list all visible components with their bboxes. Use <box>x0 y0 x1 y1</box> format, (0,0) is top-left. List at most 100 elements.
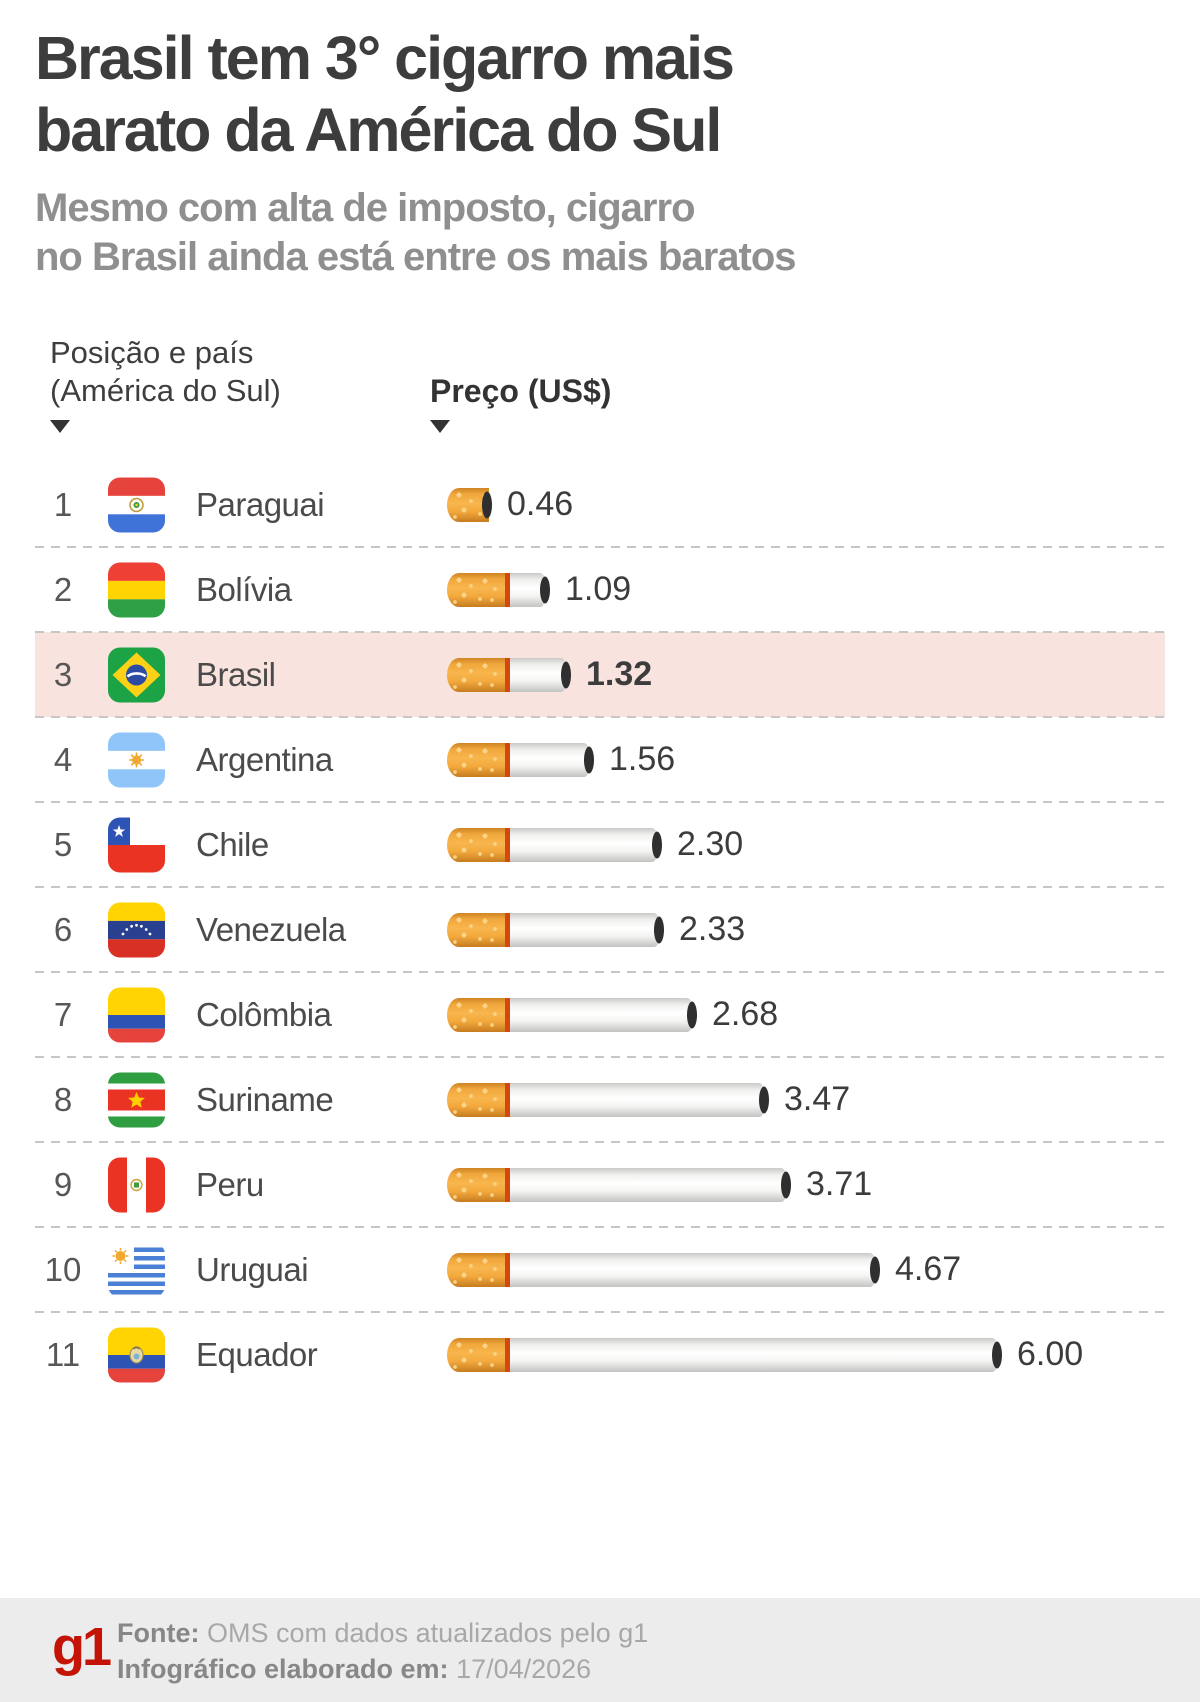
page-subtitle-line1: Mesmo com alta de imposto, cigarro <box>35 186 695 230</box>
source-line: Fonte: OMS com dados atualizados pelo g1 <box>117 1615 648 1651</box>
page-subtitle-line2: no Brasil ainda está entre os mais barat… <box>35 235 797 279</box>
cigarette-bar <box>447 1167 791 1202</box>
country-label: Argentina <box>196 740 333 778</box>
country-label: Equador <box>196 1335 318 1373</box>
price-value: 6.00 <box>1017 1335 1084 1373</box>
flag-peru-icon <box>108 1157 165 1212</box>
flag-venezuela-icon <box>108 902 165 957</box>
g1-logo: g1 <box>52 1617 112 1677</box>
rank-number: 9 <box>53 1165 73 1203</box>
cigarette-bar <box>447 1082 769 1117</box>
cigarette-body <box>505 912 661 947</box>
flag-paraguai-icon <box>108 477 165 532</box>
page-title-line1: Brasil tem 3° cigarro mais <box>35 24 735 92</box>
table-row: 11 Equador 6.00 <box>35 1311 1165 1397</box>
rank-number: 2 <box>53 570 73 608</box>
cigarette-tip <box>561 661 571 688</box>
page-title-line2: barato da América do Sul <box>35 96 722 164</box>
table-row: 8 Suriname 3.47 <box>35 1056 1165 1142</box>
rank-number: 8 <box>53 1080 73 1118</box>
column-header-price: Preço (US$) <box>430 372 611 433</box>
country-label: Colômbia <box>196 995 332 1033</box>
cigarette-body <box>505 1082 766 1117</box>
country-label: Peru <box>196 1165 264 1203</box>
cigarette-filter <box>447 742 505 777</box>
cigarette-tip <box>654 916 664 943</box>
rank-number: 1 <box>53 485 73 523</box>
ranking-table: 1 Paraguai 0.46 2 <box>0 462 1200 1397</box>
column-header-price-label: Preço (US$) <box>430 373 612 409</box>
table-row: 1 Paraguai 0.46 <box>35 462 1165 547</box>
cigarette-tip <box>540 576 550 603</box>
sort-arrow-icon <box>430 420 450 433</box>
price-value: 4.67 <box>895 1250 962 1288</box>
price-value: 3.47 <box>784 1080 851 1118</box>
date-line: Infográfico elaborado em: 17/04/2026 <box>117 1651 648 1687</box>
flag-uruguai-icon <box>108 1242 165 1297</box>
country-label: Brasil <box>196 655 276 693</box>
table-row: 7 Colômbia 2.68 <box>35 971 1165 1057</box>
cigarette-bar <box>447 912 664 947</box>
cigarette-bar <box>447 487 492 522</box>
flag-bolivia-icon <box>108 562 165 617</box>
cigarette-body <box>505 1167 788 1202</box>
cigarette-filter <box>447 1337 505 1372</box>
cigarette-body <box>505 742 591 777</box>
cigarette-tip <box>584 746 594 773</box>
price-value: 2.30 <box>677 825 744 863</box>
table-row: 6 Venezuela 2.33 <box>35 886 1165 972</box>
rank-number: 7 <box>53 995 73 1033</box>
price-value: 2.33 <box>679 910 746 948</box>
table-row-highlighted: 3 Brasil 1.32 <box>35 631 1165 717</box>
country-label: Chile <box>196 825 269 863</box>
cigarette-tip <box>482 491 492 518</box>
table-row: 2 Bolívia 1.09 <box>35 546 1165 632</box>
rank-number: 10 <box>44 1250 82 1288</box>
cigarette-filter <box>447 997 505 1032</box>
country-label: Paraguai <box>196 485 325 523</box>
flag-colombia-icon <box>108 987 165 1042</box>
footer: g1 Fonte: OMS com dados atualizados pelo… <box>0 1598 1200 1702</box>
page-title: Brasil tem 3° cigarro mais barato da Amé… <box>35 22 735 166</box>
cigarette-filter <box>447 572 505 607</box>
cigarette-filter <box>447 1252 505 1287</box>
flag-brasil-icon <box>108 647 165 702</box>
rank-number: 6 <box>53 910 73 948</box>
cigarette-body <box>505 657 568 692</box>
country-label: Suriname <box>196 1080 334 1118</box>
date-label: Infográfico elaborado em: <box>117 1654 449 1684</box>
cigarette-body <box>505 1337 999 1372</box>
cigarette-tip <box>992 1341 1002 1368</box>
table-row: 10 Uruguai <box>35 1226 1165 1312</box>
country-label: Uruguai <box>196 1250 309 1288</box>
flag-argentina-icon <box>108 732 165 787</box>
price-value: 2.68 <box>712 995 779 1033</box>
cigarette-filter <box>447 1082 505 1117</box>
cigarette-bar <box>447 827 662 862</box>
country-label: Venezuela <box>196 910 346 948</box>
rank-number: 3 <box>53 655 73 693</box>
cigarette-bar <box>447 997 697 1032</box>
cigarette-body <box>505 827 659 862</box>
cigarette-bar <box>447 572 550 607</box>
flag-suriname-icon <box>108 1072 165 1127</box>
table-row: 9 Peru 3.71 <box>35 1141 1165 1227</box>
sort-arrow-icon <box>50 420 70 433</box>
column-header-position-line2: (América do Sul) <box>50 373 281 408</box>
cigarette-body <box>505 997 694 1032</box>
flag-chile-icon <box>108 817 165 872</box>
source-value: OMS com dados atualizados pelo g1 <box>207 1618 649 1648</box>
cigarette-bar <box>447 1337 1002 1372</box>
cigarette-body <box>505 1252 877 1287</box>
table-row: 5 Chile 2.30 <box>35 801 1165 887</box>
column-header-position-line1: Posição e país <box>50 335 254 370</box>
page-subtitle: Mesmo com alta de imposto, cigarro no Br… <box>35 184 797 282</box>
cigarette-filter <box>447 1167 505 1202</box>
price-value: 1.09 <box>565 570 632 608</box>
source-label: Fonte: <box>117 1618 200 1648</box>
cigarette-bar <box>447 742 594 777</box>
cigarette-tip <box>781 1171 791 1198</box>
table-row: 4 Argentina <box>35 716 1165 802</box>
cigarette-tip <box>870 1256 880 1283</box>
